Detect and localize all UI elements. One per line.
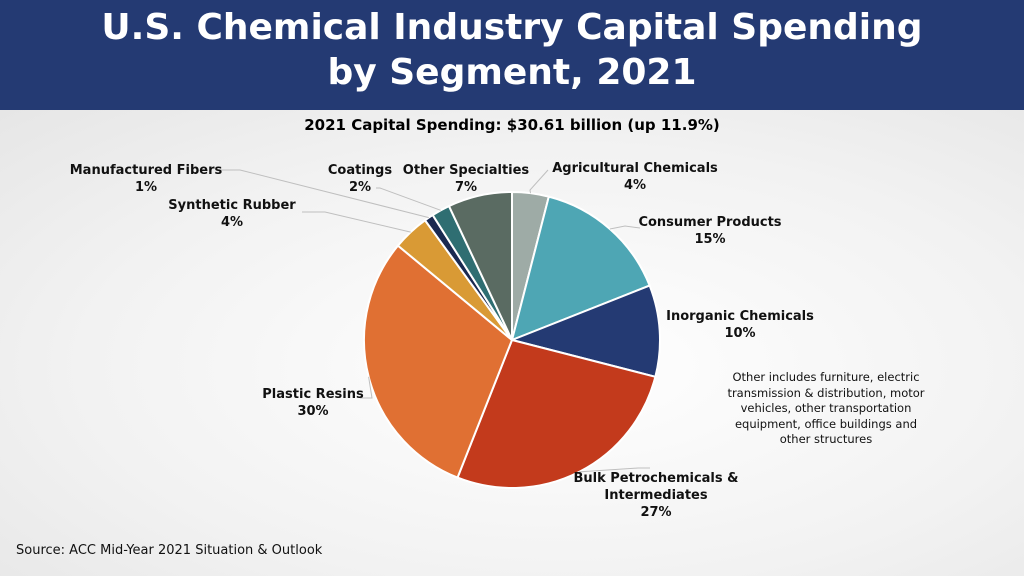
label-bulk-petrochemicals-line1: Bulk Petrochemicals & [573, 471, 739, 486]
label-plastic-resins-name: Plastic Resins [262, 387, 364, 402]
leader-line-plastic-resins [360, 376, 373, 399]
label-agricultural-chemicals-value: 4% [623, 178, 647, 193]
label-plastic-resins-value: 30% [297, 404, 329, 419]
label-inorganic-chemicals-name: Inorganic Chemicals [666, 309, 814, 324]
label-manufactured-fibers-value: 1% [134, 180, 158, 195]
label-synthetic-rubber-name: Synthetic Rubber [168, 198, 296, 213]
label-coatings: Coatings 2% [320, 162, 400, 196]
chart-title: 2021 Capital Spending: $30.61 billion (u… [304, 116, 720, 134]
leader-line-coatings [376, 187, 441, 211]
label-bulk-petrochemicals-value: 27% [640, 505, 672, 520]
label-inorganic-chemicals: Inorganic Chemicals 10% [660, 308, 820, 342]
label-consumer-products: Consumer Products 15% [630, 214, 790, 248]
label-agricultural-chemicals-name: Agricultural Chemicals [552, 161, 718, 176]
pie-slice-inorganic-chemicals [508, 284, 662, 379]
label-coatings-value: 2% [348, 180, 372, 195]
leader-line-manufactured-fibers [220, 169, 429, 219]
leader-line-bulk-petrochemicals-intermediates [579, 467, 650, 473]
label-other-specialties: Other Specialties 7% [400, 162, 532, 196]
label-other-specialties-value: 7% [454, 180, 478, 195]
leader-line-agricultural-chemicals [529, 169, 549, 194]
leader-line-synthetic-rubber [302, 211, 411, 233]
label-bulk-petrochemicals: Bulk Petrochemicals & Intermediates 27% [570, 470, 742, 521]
label-inorganic-chemicals-value: 10% [724, 326, 756, 341]
label-manufactured-fibers: Manufactured Fibers 1% [66, 162, 226, 196]
other-note: Other includes furniture, electric trans… [727, 370, 925, 446]
label-consumer-products-value: 15% [694, 232, 726, 247]
label-consumer-products-name: Consumer Products [638, 215, 782, 230]
label-synthetic-rubber-value: 4% [220, 215, 244, 230]
label-manufactured-fibers-name: Manufactured Fibers [69, 163, 223, 178]
page-title-line2: by Segment, 2021 [327, 52, 697, 93]
source-note: Source: ACC Mid-Year 2021 Situation & Ou… [16, 543, 323, 558]
label-other-specialties-name: Other Specialties [402, 163, 530, 178]
label-bulk-petrochemicals-line2: Intermediates [604, 488, 708, 503]
leader-line-consumer-products [609, 225, 641, 230]
label-plastic-resins: Plastic Resins 30% [254, 386, 372, 420]
label-coatings-name: Coatings [327, 163, 393, 178]
page-title-line1: U.S. Chemical Industry Capital Spending [101, 7, 923, 48]
title-banner [0, 0, 1024, 110]
label-synthetic-rubber: Synthetic Rubber 4% [162, 197, 302, 231]
label-agricultural-chemicals: Agricultural Chemicals 4% [540, 160, 730, 194]
pie-slice-consumer-products [510, 195, 651, 342]
pie-slice-bulk-petrochemicals-intermediates [456, 338, 657, 489]
pie-slice-other-specialties [447, 190, 513, 341]
